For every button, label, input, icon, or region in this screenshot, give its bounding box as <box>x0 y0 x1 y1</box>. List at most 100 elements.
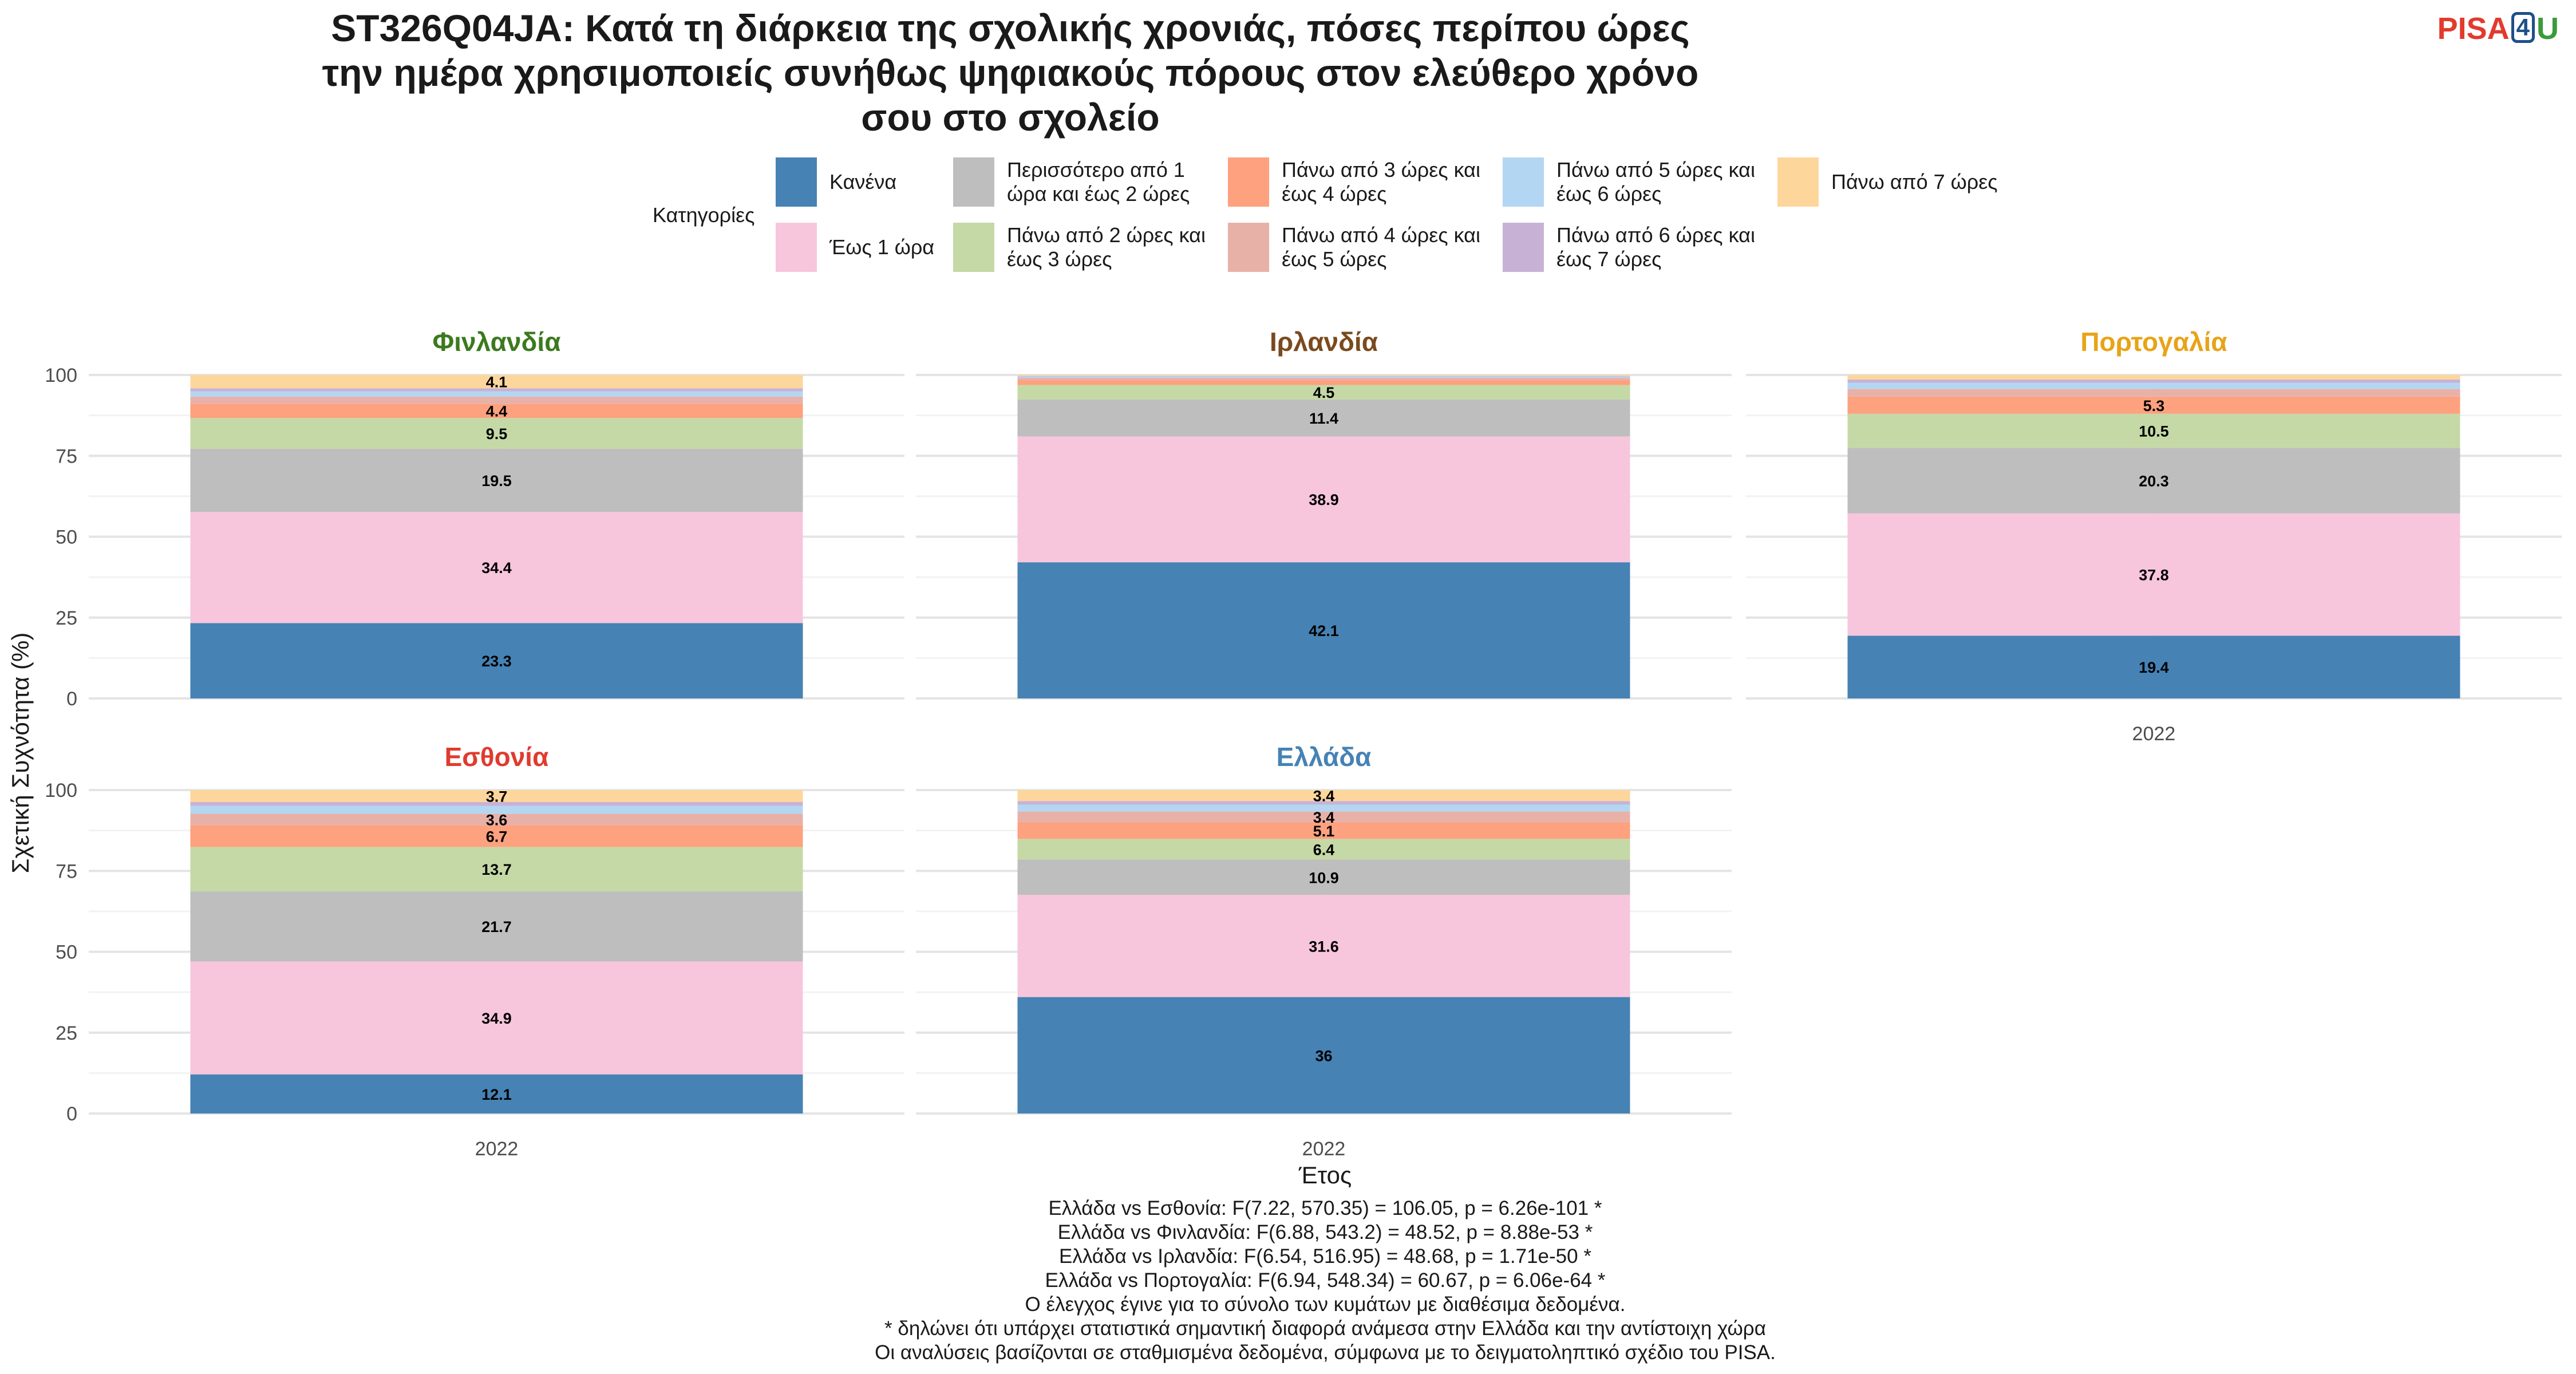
bar-segment <box>1847 413 2460 448</box>
data-label: 21.7 <box>481 918 512 935</box>
chart-title: ST326Q04JA: Κατά τη διάρκεια της σχολική… <box>0 6 2021 140</box>
footer-line-1: Ελλάδα vs Εσθονία: F(7.22, 570.35) = 106… <box>1048 1197 1602 1219</box>
data-label: 31.6 <box>1309 938 1339 955</box>
bar-segment <box>190 396 803 404</box>
bar-segment <box>1017 790 1630 802</box>
bar-segment <box>190 961 803 1075</box>
legend-swatch <box>776 157 817 207</box>
legend-label: Περισσότερο από 1 ώρα και έως 2 ώρες <box>1007 158 1190 206</box>
bar-segment <box>190 448 803 512</box>
legend-swatch <box>1503 223 1544 272</box>
legend-item: Πάνω από 7 ώρες <box>1777 157 1998 207</box>
y-tick-label: 50 <box>56 527 77 548</box>
footer-line-6: * δηλώνει ότι υπάρχει στατιστικά σημαντι… <box>884 1317 1766 1340</box>
x-tick-label: 2022 <box>1302 1138 1346 1160</box>
bar-segment <box>1017 997 1630 1114</box>
bar-segment <box>190 418 803 449</box>
data-label: 9.5 <box>486 425 508 443</box>
legend-swatch <box>1228 157 1269 207</box>
bar-segment <box>1017 399 1630 437</box>
logo-text-four: 4 <box>2511 12 2535 43</box>
bar-segment <box>190 806 803 814</box>
bar-segment <box>1017 376 1630 378</box>
data-label: 4.1 <box>486 374 508 391</box>
y-tick-label: 75 <box>56 860 77 882</box>
y-tick-label: 50 <box>56 942 77 964</box>
bar-segment <box>1847 375 2460 380</box>
bar-segment <box>1017 839 1630 860</box>
legend-label: Πάνω από 6 ώρες και έως 7 ώρες <box>1556 223 1755 271</box>
title-line-3: σου στο σχολείο <box>861 96 1160 139</box>
bar-segment <box>1847 635 2460 698</box>
x-tick-label: 2022 <box>2132 723 2176 745</box>
bar-segment <box>190 847 803 891</box>
data-label: 10.5 <box>2139 423 2169 440</box>
y-tick-label: 25 <box>56 607 77 629</box>
legend-label: Έως 1 ώρα <box>829 235 935 259</box>
legend-item: Κανένα <box>776 157 896 207</box>
legend-item: Πάνω από 5 ώρες και έως 6 ώρες <box>1503 157 1755 207</box>
data-label: 5.1 <box>1313 823 1335 840</box>
bar-segment <box>190 891 803 962</box>
data-label: 23.3 <box>481 653 512 670</box>
legend-swatch <box>953 157 994 207</box>
legend-item: Πάνω από 4 ώρες και έως 5 ώρες <box>1228 223 1480 272</box>
logo-text-pisa: PISA <box>2437 11 2510 46</box>
panel-title: Εσθονία <box>445 742 549 772</box>
bar-segment <box>190 623 803 698</box>
legend-swatch <box>776 223 817 272</box>
bar-segment <box>1847 382 2460 389</box>
data-label: 19.4 <box>2139 659 2169 676</box>
y-tick-label: 100 <box>45 365 77 386</box>
legend-item: Πάνω από 6 ώρες και έως 7 ώρες <box>1503 223 1755 272</box>
data-label: 19.5 <box>481 472 512 489</box>
x-tick-label: 2022 <box>475 1138 519 1160</box>
bar-segment <box>190 391 803 397</box>
panel-title: Ιρλανδία <box>1270 327 1378 357</box>
footer-notes: Ελλάδα vs Εσθονία: F(7.22, 570.35) = 106… <box>601 1197 2049 1365</box>
bar-segment <box>190 404 803 418</box>
footer-line-4: Ελλάδα vs Πορτογαλία: F(6.94, 548.34) = … <box>1045 1269 1606 1292</box>
data-label: 3.4 <box>1313 788 1335 805</box>
bar-segment <box>1847 513 2460 636</box>
bar-segment <box>190 1074 803 1114</box>
legend-label: Πάνω από 7 ώρες <box>1831 170 1998 194</box>
legend-swatch <box>953 223 994 272</box>
data-label: 3.6 <box>486 811 508 828</box>
bar-segment <box>1017 378 1630 381</box>
bar-segment <box>1847 448 2460 514</box>
y-tick-label: 0 <box>66 688 77 710</box>
legend-item: Πάνω από 2 ώρες και έως 3 ώρες <box>953 223 1206 272</box>
data-label: 34.4 <box>481 559 512 577</box>
data-label: 4.4 <box>486 403 508 420</box>
legend-item: Πάνω από 3 ώρες και έως 4 ώρες <box>1228 157 1480 207</box>
footer-line-7: Οι αναλύσεις βασίζονται σε σταθμισμένα δ… <box>875 1341 1776 1364</box>
bar-segment <box>190 375 803 389</box>
legend-label: Πάνω από 5 ώρες και έως 6 ώρες <box>1556 158 1755 206</box>
bar-segment <box>1017 385 1630 400</box>
x-axis-title: Έτος <box>1298 1162 1352 1189</box>
legend-swatch <box>1228 223 1269 272</box>
data-label: 11.4 <box>1309 410 1338 427</box>
y-tick-label: 75 <box>56 445 77 467</box>
bar-segment <box>190 802 803 806</box>
bar-segment <box>1017 811 1630 823</box>
bar-segment <box>190 388 803 392</box>
y-tick-label: 100 <box>45 780 77 802</box>
pisa4u-logo: PISA 4 U <box>2437 10 2559 47</box>
footer-line-5: Ο έλεγχος έγινε για το σύνολο των κυμάτω… <box>1025 1293 1626 1316</box>
panel-title: Ελλάδα <box>1277 742 1372 772</box>
data-label: 37.8 <box>2139 567 2169 584</box>
legend-swatch <box>1503 157 1544 207</box>
bar-segment <box>1017 895 1630 997</box>
bar-segment <box>1017 380 1630 385</box>
bar-segment <box>1847 389 2460 397</box>
data-label: 4.5 <box>1313 384 1335 401</box>
data-label: 36 <box>1315 1047 1332 1064</box>
bar-segment <box>1017 801 1630 805</box>
data-label: 3.7 <box>486 788 508 805</box>
bar-segment <box>1847 396 2460 414</box>
bar-segment <box>1017 375 1630 376</box>
data-label: 38.9 <box>1309 491 1339 508</box>
